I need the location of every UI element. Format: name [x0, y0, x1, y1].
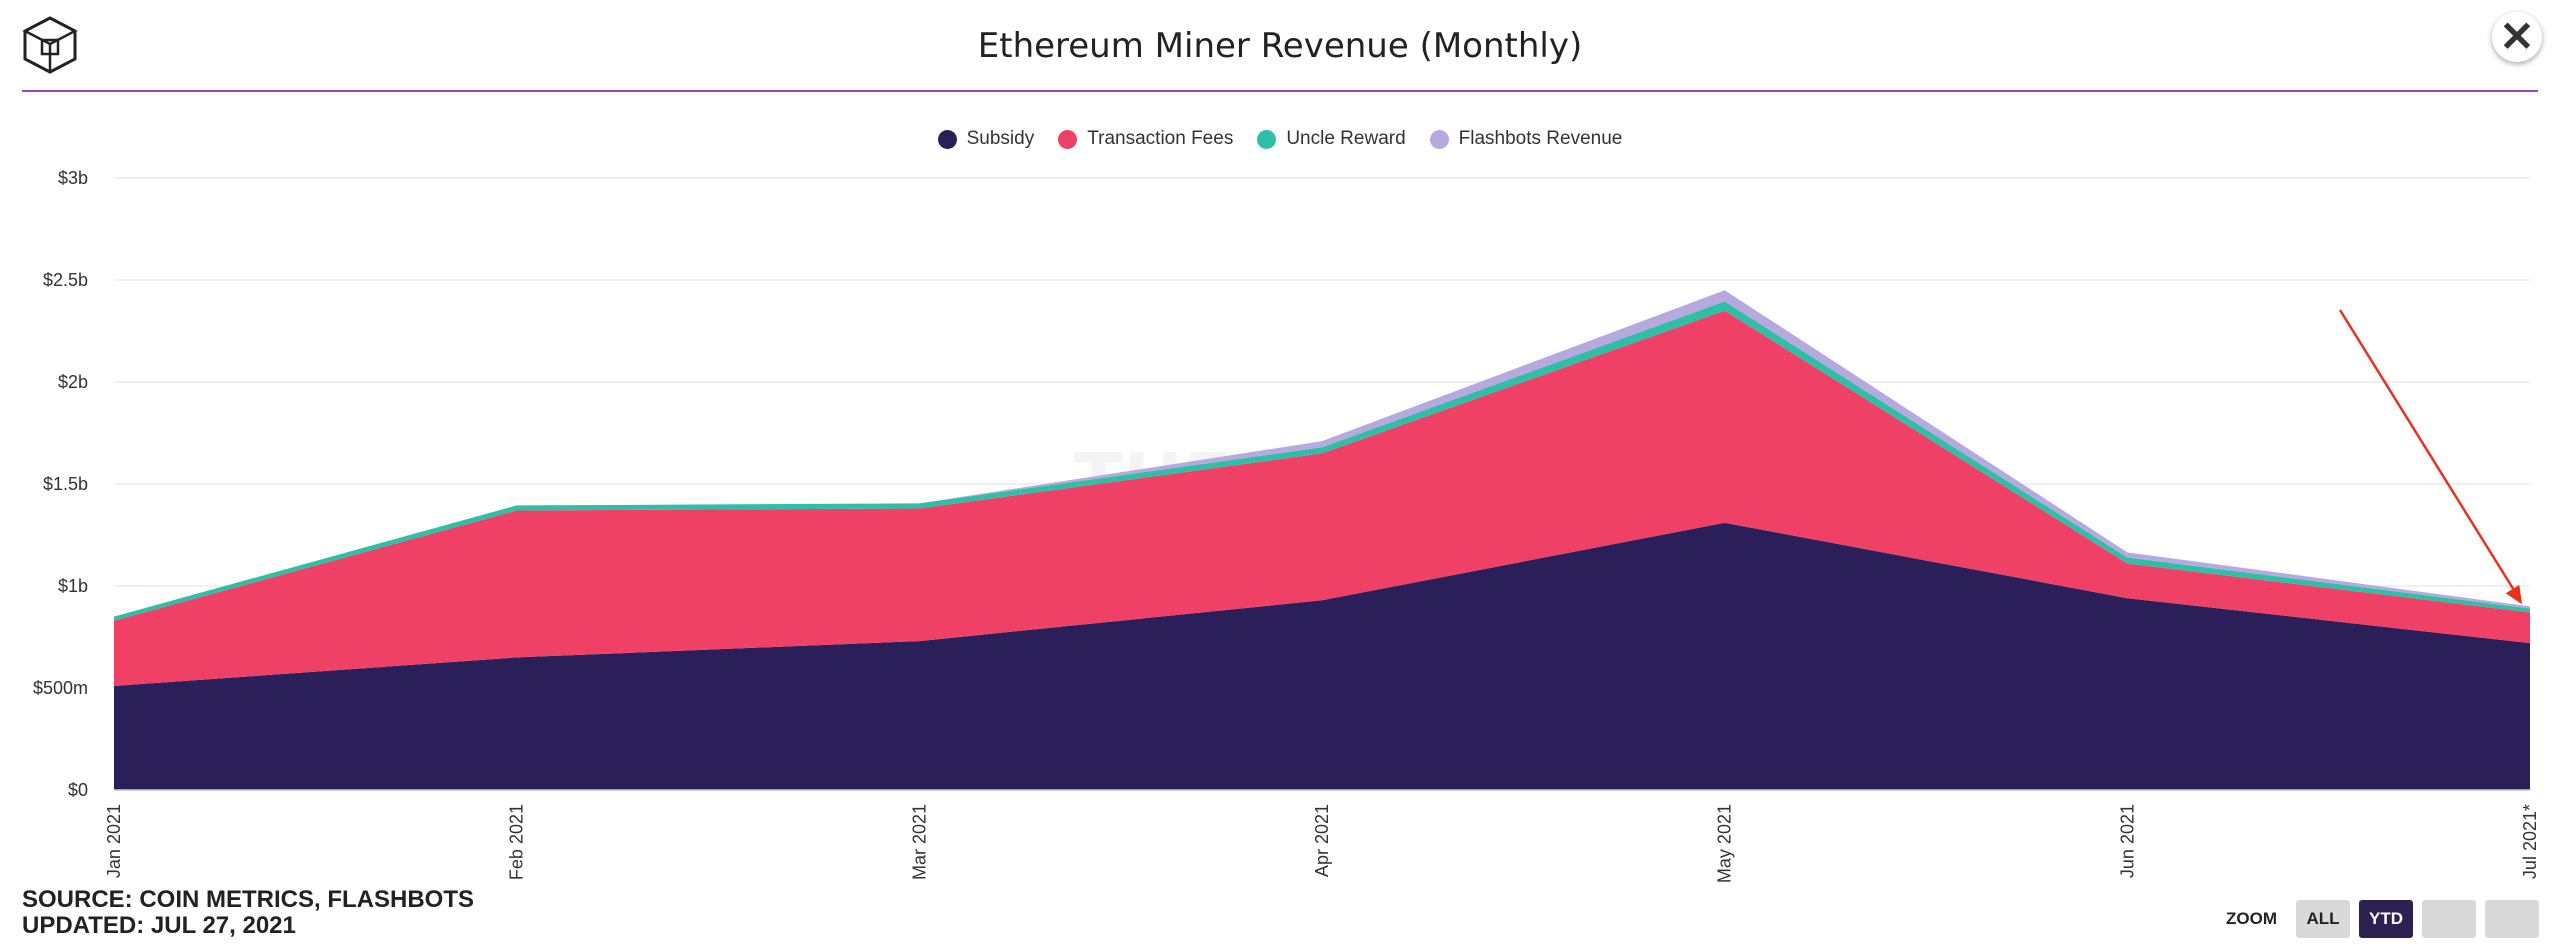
x-tick-label: Feb 2021 [507, 804, 527, 880]
x-tick-label: May 2021 [1715, 804, 1735, 883]
legend-item-transaction-fees[interactable]: Transaction Fees [1058, 128, 1233, 150]
chart-legend: Subsidy Transaction Fees Uncle Reward Fl… [0, 128, 2560, 150]
annotation-arrow-head [2505, 584, 2522, 605]
legend-label: Transaction Fees [1087, 128, 1234, 149]
source-line: SOURCE: COIN METRICS, FLASHBOTS [22, 886, 475, 913]
legend-label: Uncle Reward [1286, 128, 1406, 149]
x-tick-label: Jun 2021 [2117, 804, 2137, 878]
legend-label: Flashbots Revenue [1458, 128, 1623, 149]
zoom-button-blank[interactable] [2485, 900, 2539, 938]
x-tick-label: Apr 2021 [1312, 804, 1332, 877]
legend-marker [937, 129, 957, 149]
zoom-all-button[interactable]: ALL [2296, 900, 2350, 938]
legend-marker [1058, 129, 1078, 149]
zoom-button-blank[interactable] [2422, 900, 2476, 938]
zoom-ytd-button[interactable]: YTD [2359, 900, 2413, 938]
the-block-logo-icon [22, 16, 78, 74]
source-note: SOURCE: COIN METRICS, FLASHBOTS UPDATED:… [22, 887, 474, 939]
chart-title: Ethereum Miner Revenue (Monthly) [977, 26, 1583, 66]
y-tick-label: $1.5b [43, 474, 88, 494]
y-tick-label: $2b [58, 372, 88, 392]
x-tick-label: Mar 2021 [909, 804, 929, 880]
y-tick-label: $500m [33, 678, 88, 698]
y-tick-label: $1b [58, 576, 88, 596]
zoom-controls: ZOOM ALL YTD [2226, 900, 2539, 938]
legend-item-subsidy[interactable]: Subsidy [937, 128, 1035, 150]
annotation-arrow-line [2338, 309, 2518, 595]
close-icon[interactable]: ✕ [2492, 12, 2542, 62]
x-tick-label: Jul 2021* [2520, 804, 2540, 879]
zoom-label: ZOOM [2226, 909, 2277, 928]
legend-label: Subsidy [966, 128, 1035, 149]
updated-line: UPDATED: JUL 27, 2021 [22, 912, 296, 939]
area-transaction-fees [114, 310, 2530, 686]
title-divider [22, 90, 2538, 92]
x-tick-label: Jan 2021 [104, 804, 124, 878]
y-tick-label: $0 [68, 780, 88, 800]
area-subsidy [114, 522, 2530, 790]
y-tick-label: $3b [58, 168, 88, 188]
legend-item-flashbots-revenue[interactable]: Flashbots Revenue [1429, 128, 1623, 150]
y-tick-label: $2.5b [43, 270, 88, 290]
legend-marker [1257, 129, 1277, 149]
legend-item-uncle-reward[interactable]: Uncle Reward [1257, 128, 1406, 150]
legend-marker [1429, 129, 1449, 149]
